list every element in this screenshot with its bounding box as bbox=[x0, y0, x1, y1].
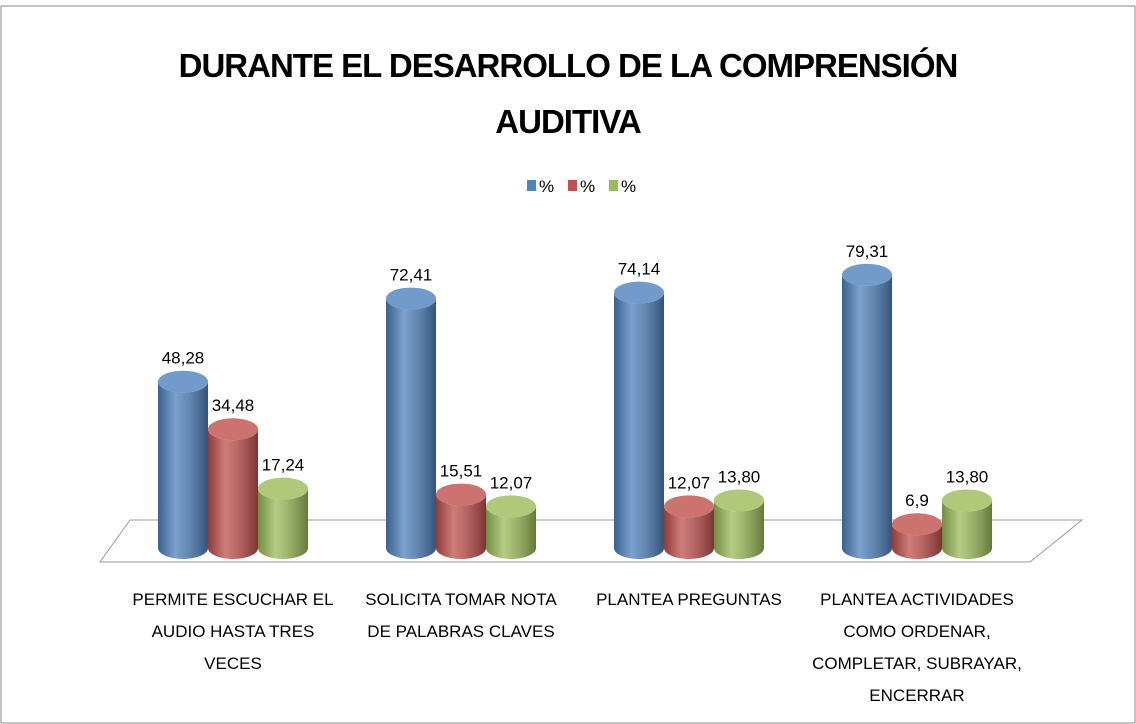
chart-title: DURANTE EL DESARROLLO DE LA COMPRENSIÓN … bbox=[178, 47, 959, 140]
data-label: 12,07 bbox=[490, 473, 533, 492]
bar-cap bbox=[664, 495, 714, 518]
bar-shading bbox=[664, 506, 714, 559]
bar-cap-highlight bbox=[158, 370, 208, 393]
bar-cap bbox=[892, 513, 942, 536]
data-label: 13,80 bbox=[946, 467, 989, 486]
bar-cap-highlight bbox=[614, 281, 664, 304]
data-label: 13,80 bbox=[718, 467, 761, 486]
legend-label: % bbox=[539, 177, 554, 196]
bar-shading bbox=[842, 274, 892, 559]
bar-shading bbox=[614, 292, 664, 559]
legend-swatch bbox=[568, 180, 577, 191]
data-label: 79,31 bbox=[846, 242, 889, 261]
bar-shading bbox=[208, 429, 258, 559]
bar-cap bbox=[714, 489, 764, 512]
bar-shading bbox=[386, 298, 436, 559]
data-label: 17,24 bbox=[262, 456, 305, 475]
floor bbox=[99, 519, 1084, 563]
bar-cap-highlight bbox=[486, 495, 536, 518]
data-label: 34,48 bbox=[212, 396, 255, 415]
legend-swatch bbox=[609, 180, 618, 191]
bar-cap bbox=[386, 287, 436, 310]
bar-cap-highlight bbox=[386, 287, 436, 310]
legend-label: % bbox=[580, 177, 595, 196]
bar-cap bbox=[486, 495, 536, 518]
bar-cap bbox=[842, 263, 892, 286]
data-label: 12,07 bbox=[668, 473, 711, 492]
bar-shading bbox=[942, 500, 992, 559]
bar-shading bbox=[158, 381, 208, 559]
bar-cap bbox=[258, 477, 308, 500]
bar-cap-highlight bbox=[942, 489, 992, 512]
x-tick-label: PERMITE ESCUCHAR EL AUDIO HASTA TRES VEC… bbox=[132, 590, 334, 673]
data-label: 6,9 bbox=[905, 491, 929, 510]
bar-cap bbox=[942, 489, 992, 512]
bar-shading bbox=[486, 506, 536, 559]
bar-shading bbox=[258, 488, 308, 559]
bar-shading bbox=[714, 500, 764, 559]
bar-cap bbox=[614, 281, 664, 304]
bar-cap bbox=[208, 418, 258, 441]
data-label: 74,14 bbox=[618, 260, 661, 279]
x-tick-label: PLANTEA PREGUNTAS bbox=[596, 590, 782, 609]
bar-cap-highlight bbox=[892, 513, 942, 536]
data-label: 48,28 bbox=[162, 349, 205, 368]
legend-swatch bbox=[527, 180, 536, 191]
bar-cap-highlight bbox=[258, 477, 308, 500]
x-tick-label: SOLICITA TOMAR NOTA DE PALABRAS CLAVES bbox=[365, 590, 557, 641]
bar-cap bbox=[436, 483, 486, 506]
legend-label: % bbox=[621, 177, 636, 196]
data-label: 72,41 bbox=[390, 266, 433, 285]
x-tick-label: PLANTEA ACTIVIDADES COMO ORDENAR, COMPLE… bbox=[812, 590, 1022, 705]
chart-frame bbox=[0, 5, 1136, 724]
bar-cap-highlight bbox=[842, 263, 892, 286]
bar-cap-highlight bbox=[664, 495, 714, 518]
bar-cap bbox=[158, 370, 208, 393]
bar-shading bbox=[892, 524, 942, 559]
bar-cap-highlight bbox=[714, 489, 764, 512]
bar-cap-highlight bbox=[208, 418, 258, 441]
data-label: 15,51 bbox=[440, 462, 483, 481]
bar-shading bbox=[436, 494, 486, 559]
bar-cap-highlight bbox=[436, 483, 486, 506]
